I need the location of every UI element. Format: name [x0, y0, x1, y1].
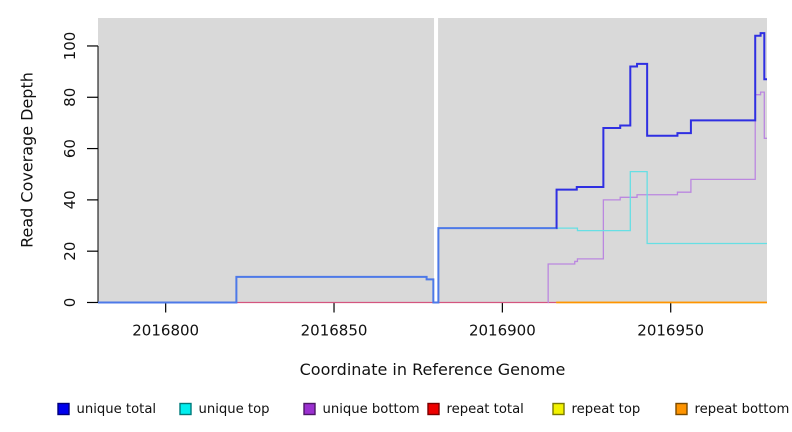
y-tick-label: 0 — [61, 298, 79, 308]
x-tick-label: 2016850 — [301, 322, 368, 340]
legend-label-unique-bottom: unique bottom — [323, 402, 420, 417]
plot-panel — [98, 18, 767, 303]
series-line-unique-total-low — [98, 227, 557, 304]
no-data-gap — [434, 18, 439, 303]
legend-swatch-repeat-bottom — [675, 402, 688, 416]
x-tick-label: 2016900 — [469, 322, 536, 340]
y-tick-label: 100 — [61, 32, 79, 61]
legend-swatch-unique-bottom — [303, 402, 316, 416]
legend-label-repeat-top: repeat top — [572, 402, 641, 417]
y-axis-title: Read Coverage Depth — [17, 72, 37, 248]
legend-label-repeat-bottom: repeat bottom — [695, 402, 790, 417]
x-tick-label: 2016950 — [637, 322, 704, 340]
legend-swatch-unique-total — [57, 402, 70, 416]
y-tick-label: 60 — [61, 139, 79, 158]
legend-swatch-unique-top — [179, 402, 192, 416]
legend-swatch-repeat-total — [427, 402, 440, 416]
series-line-unique-bottom — [547, 91, 767, 304]
series-line-unique-total-high — [555, 32, 767, 230]
y-tick-label: 80 — [61, 88, 79, 107]
legend-label-repeat-total: repeat total — [447, 402, 524, 417]
legend-label-unique-top: unique top — [199, 402, 270, 417]
legend-swatch-repeat-top — [552, 402, 565, 416]
x-axis-title: Coordinate in Reference Genome — [299, 360, 566, 379]
series-line-unique-top — [438, 171, 767, 245]
y-tick-label: 40 — [61, 190, 79, 209]
legend-label-unique-total: unique total — [77, 402, 157, 417]
x-tick-label: 2016800 — [132, 322, 199, 340]
y-tick-label: 20 — [61, 242, 79, 261]
